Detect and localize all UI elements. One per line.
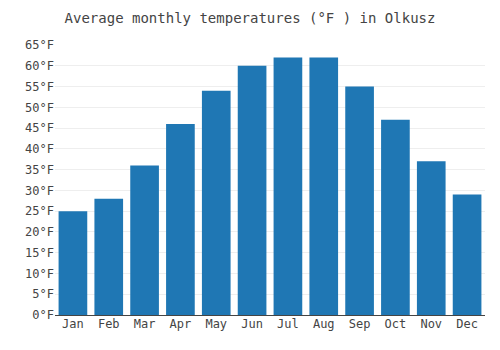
svg-text:Oct: Oct bbox=[385, 317, 407, 331]
svg-text:Feb: Feb bbox=[98, 317, 120, 331]
svg-text:0°F: 0°F bbox=[32, 308, 54, 322]
svg-text:20°F: 20°F bbox=[25, 225, 54, 239]
svg-text:Sep: Sep bbox=[349, 317, 371, 331]
svg-text:45°F: 45°F bbox=[25, 121, 54, 135]
svg-text:Nov: Nov bbox=[420, 317, 442, 331]
svg-text:May: May bbox=[205, 317, 227, 331]
svg-text:15°F: 15°F bbox=[25, 246, 54, 260]
svg-text:60°F: 60°F bbox=[25, 59, 54, 73]
svg-text:Dec: Dec bbox=[456, 317, 478, 331]
svg-text:40°F: 40°F bbox=[25, 142, 54, 156]
svg-text:10°F: 10°F bbox=[25, 267, 54, 281]
svg-text:30°F: 30°F bbox=[25, 184, 54, 198]
svg-text:55°F: 55°F bbox=[25, 80, 54, 94]
svg-text:Average monthly temperatures (: Average monthly temperatures (°F ) in Ol… bbox=[65, 10, 436, 26]
svg-text:50°F: 50°F bbox=[25, 101, 54, 115]
svg-text:35°F: 35°F bbox=[25, 163, 54, 177]
svg-text:Jun: Jun bbox=[241, 317, 263, 331]
svg-text:25°F: 25°F bbox=[25, 204, 54, 218]
svg-text:5°F: 5°F bbox=[32, 287, 54, 301]
svg-text:Apr: Apr bbox=[170, 317, 192, 331]
svg-text:65°F: 65°F bbox=[25, 38, 54, 52]
svg-text:Jan: Jan bbox=[62, 317, 84, 331]
svg-text:Aug: Aug bbox=[313, 317, 335, 331]
svg-text:Mar: Mar bbox=[134, 317, 156, 331]
svg-text:Jul: Jul bbox=[277, 317, 299, 331]
